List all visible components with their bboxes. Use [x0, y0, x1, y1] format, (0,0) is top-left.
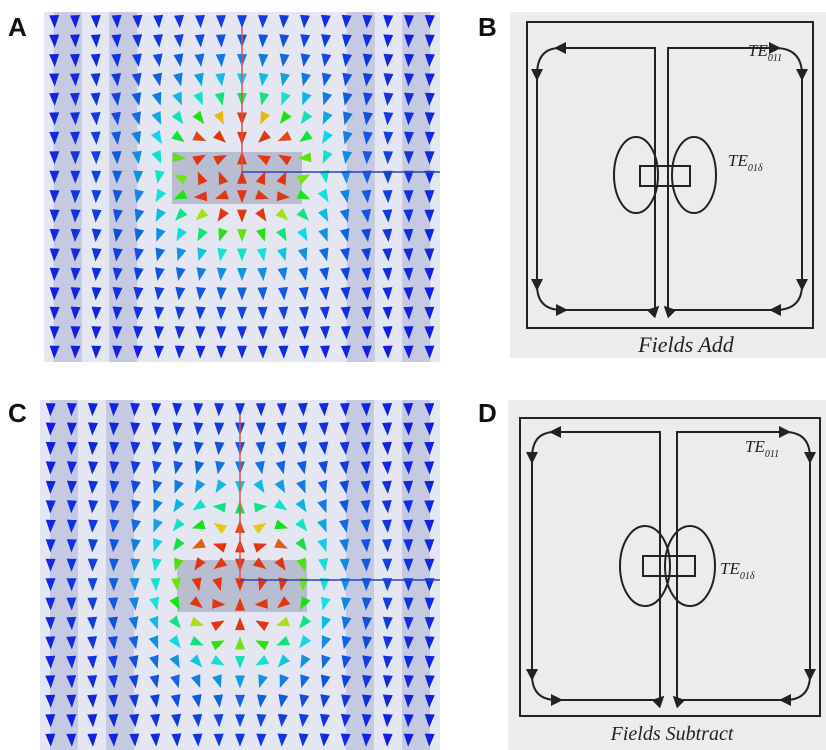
panel-label: C	[8, 398, 27, 428]
caption: Fields Subtract	[610, 723, 734, 745]
sketch-b: TE011 TE01δ Fields Add	[510, 12, 826, 358]
panel-label: A	[8, 12, 27, 42]
field-plot	[40, 400, 440, 750]
field-plot	[44, 12, 440, 362]
sketch-d: TE011 TE01δ Fields Subtract	[508, 400, 826, 750]
caption: Fields Add	[637, 332, 735, 357]
panel-label: B	[478, 12, 497, 42]
panel-label: D	[478, 398, 497, 428]
figure: A B C D TE011 TE01δ Fields Add TE011 TE0…	[0, 0, 826, 750]
